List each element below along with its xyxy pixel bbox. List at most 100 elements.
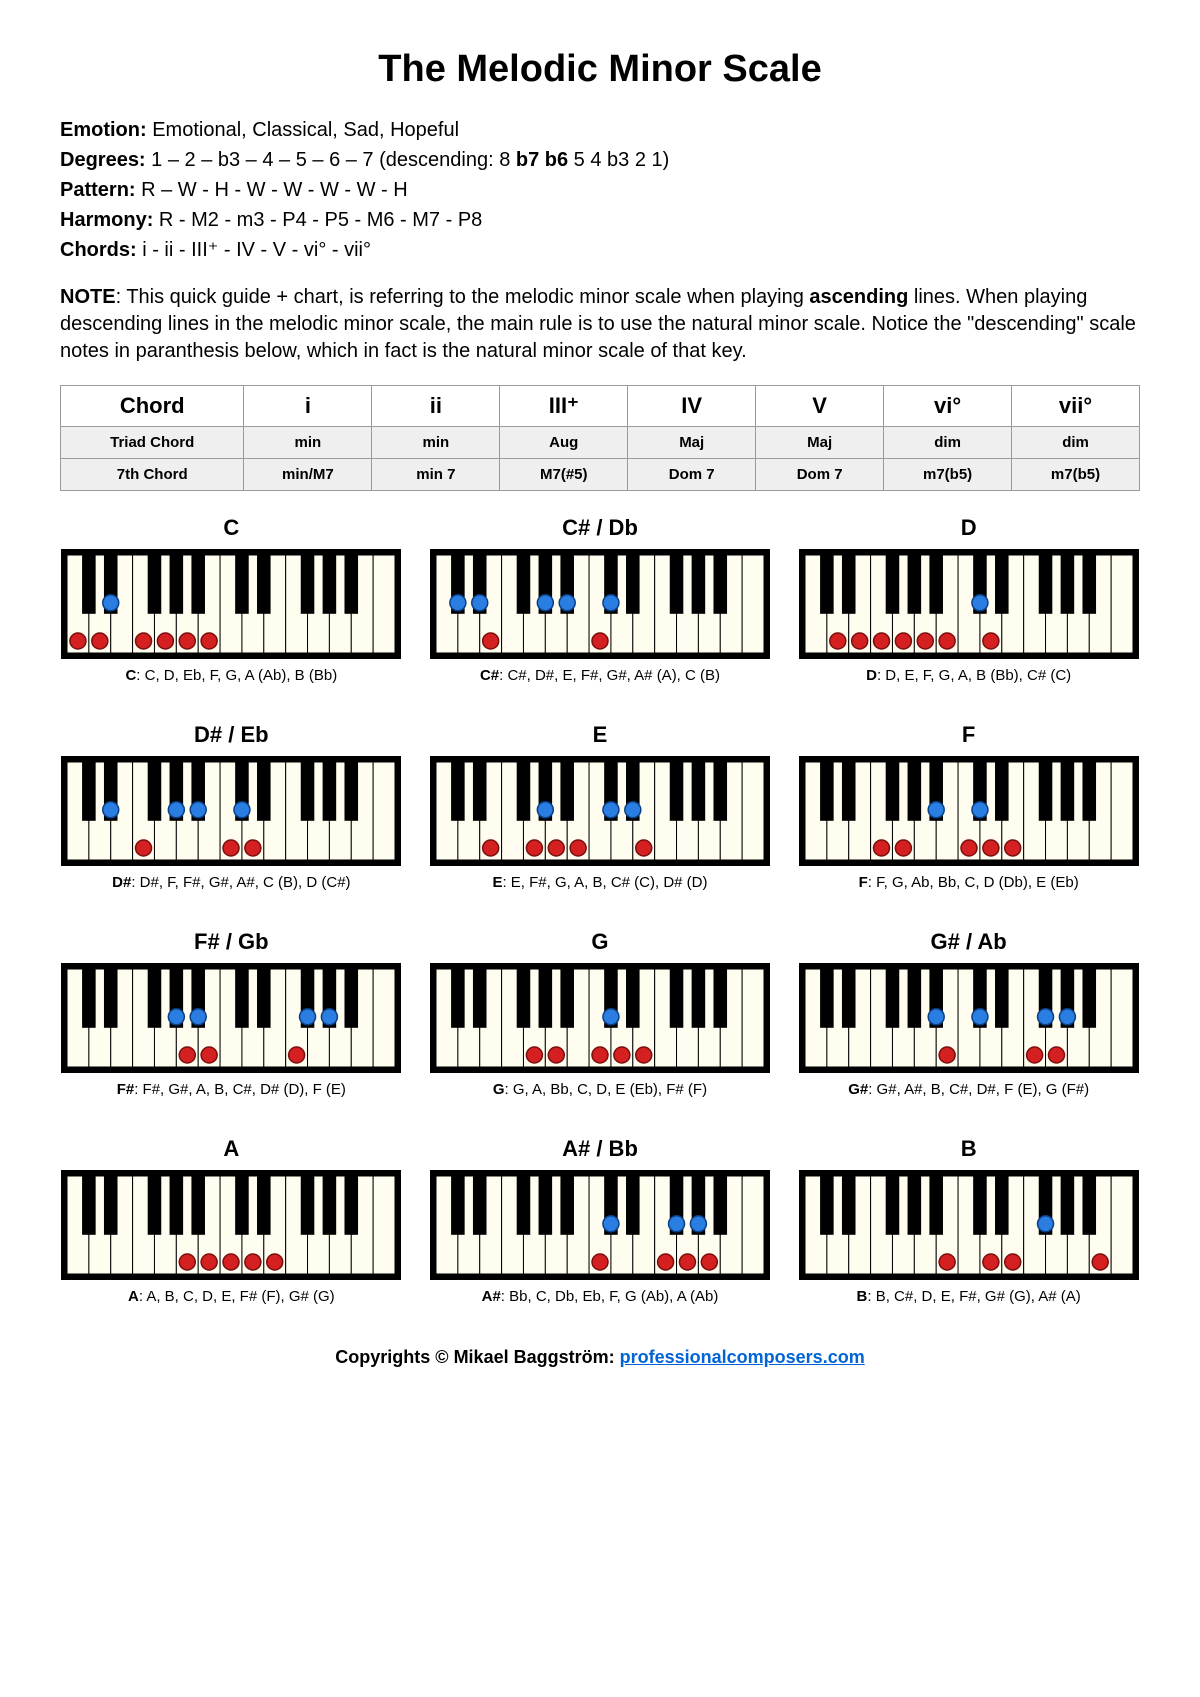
table-cell: m7(b5) bbox=[884, 459, 1012, 491]
table-cell: Triad Chord bbox=[61, 427, 244, 459]
keyboard-icon bbox=[61, 963, 401, 1073]
keyboard bbox=[429, 1170, 772, 1280]
scale-cell: F F: F, G, Ab, Bb, C, D (Db), E (Eb) bbox=[797, 708, 1140, 903]
table-header: IV bbox=[628, 386, 756, 427]
footer: Copyrights © Mikael Baggström: professio… bbox=[60, 1347, 1140, 1368]
table-cell: Maj bbox=[756, 427, 884, 459]
attr-label: Chords: bbox=[60, 239, 142, 261]
keyboard-icon bbox=[430, 756, 770, 866]
table-header: vi° bbox=[884, 386, 1012, 427]
keyboard bbox=[429, 756, 772, 866]
scale-cell: GG: G, A, Bb, C, D, E (Eb), F# (F) bbox=[429, 915, 772, 1110]
keyboard bbox=[60, 549, 403, 659]
table-cell: min 7 bbox=[372, 459, 500, 491]
keyboard bbox=[429, 963, 772, 1073]
scale-cell: F# / Gb F#: F#, G#, A, B, C#, D# (D), F (… bbox=[60, 915, 403, 1110]
table-cell: M7(#5) bbox=[500, 459, 628, 491]
attr-label: Degrees: bbox=[60, 149, 151, 171]
table-cell: Dom 7 bbox=[756, 459, 884, 491]
scale-notes: C: C, D, Eb, F, G, A (Ab), B (Bb) bbox=[60, 667, 403, 684]
keyboard-icon bbox=[799, 963, 1139, 1073]
scale-notes: F: F, G, Ab, Bb, C, D (Db), E (Eb) bbox=[797, 874, 1140, 891]
keyboard-icon bbox=[61, 756, 401, 866]
table-cell: Aug bbox=[500, 427, 628, 459]
attr-chords: Chords: i - ii - III⁺ - IV - V - vi° - v… bbox=[60, 237, 1140, 264]
chord-table: ChordiiiIII⁺IVVvi°vii° Triad Chordminmin… bbox=[60, 385, 1140, 491]
table-cell: min bbox=[372, 427, 500, 459]
scale-notes: A#: Bb, C, Db, Eb, F, G (Ab), A (Ab) bbox=[429, 1288, 772, 1305]
keyboard bbox=[797, 549, 1140, 659]
scale-cell: G# / Ab G#: G#, A#, B, C#, D#, F (E), G (… bbox=[797, 915, 1140, 1110]
keyboard bbox=[60, 756, 403, 866]
keyboard-icon bbox=[61, 1170, 401, 1280]
attr-value: R - M2 - m3 - P4 - P5 - M6 - M7 - P8 bbox=[159, 209, 482, 231]
scale-title: C# / Db bbox=[429, 515, 772, 541]
scale-notes: A: A, B, C, D, E, F# (F), G# (G) bbox=[60, 1288, 403, 1305]
table-header: i bbox=[244, 386, 372, 427]
attr-label: Pattern: bbox=[60, 179, 141, 201]
keyboard-icon bbox=[430, 549, 770, 659]
scale-cell: CC: C, D, Eb, F, G, A (Ab), B (Bb) bbox=[60, 501, 403, 696]
keyboard-icon bbox=[799, 756, 1139, 866]
scale-cell: BB: B, C#, D, E, F#, G# (G), A# (A) bbox=[797, 1122, 1140, 1317]
keyboard-icon bbox=[430, 963, 770, 1073]
attribute-list: Emotion: Emotional, Classical, Sad, Hope… bbox=[60, 117, 1140, 264]
keyboard bbox=[797, 1170, 1140, 1280]
table-cell: dim bbox=[1012, 427, 1140, 459]
note-text: NOTE: This quick guide + chart, is refer… bbox=[60, 284, 1140, 365]
attr-label: Emotion: bbox=[60, 119, 152, 141]
scale-cell: D D: D, E, F, G, A, B (Bb), C# (C) bbox=[797, 501, 1140, 696]
table-header: Chord bbox=[61, 386, 244, 427]
table-cell: dim bbox=[884, 427, 1012, 459]
table-row: Triad ChordminminAugMajMajdimdim bbox=[61, 427, 1140, 459]
keyboard bbox=[797, 756, 1140, 866]
scale-cell: D# / Eb D#: D#, F, F#, G#, A#, C (B), D (… bbox=[60, 708, 403, 903]
table-cell: Maj bbox=[628, 427, 756, 459]
keyboard bbox=[429, 549, 772, 659]
scale-title: G bbox=[429, 929, 772, 955]
scale-title: D bbox=[797, 515, 1140, 541]
scale-cell: A# / Bb A#: Bb, C, Db, Eb, F, G (Ab), A (… bbox=[429, 1122, 772, 1317]
scale-title: E bbox=[429, 722, 772, 748]
attr-value: Emotional, Classical, Sad, Hopeful bbox=[152, 119, 459, 141]
attr-pattern: Pattern: R – W - H - W - W - W - W - H bbox=[60, 177, 1140, 204]
scale-notes: D: D, E, F, G, A, B (Bb), C# (C) bbox=[797, 667, 1140, 684]
keyboard-grid: CC: C, D, Eb, F, G, A (Ab), B (Bb)C# / D… bbox=[60, 501, 1140, 1317]
keyboard-icon bbox=[799, 1170, 1139, 1280]
table-cell: Dom 7 bbox=[628, 459, 756, 491]
keyboard-icon bbox=[61, 549, 401, 659]
scale-title: F bbox=[797, 722, 1140, 748]
scale-notes: B: B, C#, D, E, F#, G# (G), A# (A) bbox=[797, 1288, 1140, 1305]
attr-degrees: Degrees: 1 – 2 – b3 – 4 – 5 – 6 – 7 (des… bbox=[60, 147, 1140, 174]
scale-notes: F#: F#, G#, A, B, C#, D# (D), F (E) bbox=[60, 1081, 403, 1098]
scale-notes: E: E, F#, G, A, B, C# (C), D# (D) bbox=[429, 874, 772, 891]
table-header: V bbox=[756, 386, 884, 427]
keyboard-icon bbox=[430, 1170, 770, 1280]
scale-title: A# / Bb bbox=[429, 1136, 772, 1162]
attr-value: 1 – 2 – b3 – 4 – 5 – 6 – 7 (descending: … bbox=[151, 149, 669, 171]
scale-cell: E E: E, F#, G, A, B, C# (C), D# (D) bbox=[429, 708, 772, 903]
scale-title: F# / Gb bbox=[60, 929, 403, 955]
scale-title: D# / Eb bbox=[60, 722, 403, 748]
page-title: The Melodic Minor Scale bbox=[60, 48, 1140, 91]
keyboard-icon bbox=[799, 549, 1139, 659]
attr-emotion: Emotion: Emotional, Classical, Sad, Hope… bbox=[60, 117, 1140, 144]
table-cell: min bbox=[244, 427, 372, 459]
table-header: ii bbox=[372, 386, 500, 427]
table-row: 7th Chordmin/M7min 7M7(#5)Dom 7Dom 7m7(b… bbox=[61, 459, 1140, 491]
table-cell: m7(b5) bbox=[1012, 459, 1140, 491]
table-header: III⁺ bbox=[500, 386, 628, 427]
scale-cell: C# / Db C#: C#, D#, E, F#, G#, A# (A), C … bbox=[429, 501, 772, 696]
scale-notes: D#: D#, F, F#, G#, A#, C (B), D (C#) bbox=[60, 874, 403, 891]
attr-value: i - ii - III⁺ - IV - V - vi° - vii° bbox=[142, 239, 371, 261]
attr-label: Harmony: bbox=[60, 209, 159, 231]
scale-cell: AA: A, B, C, D, E, F# (F), G# (G) bbox=[60, 1122, 403, 1317]
attr-value: R – W - H - W - W - W - W - H bbox=[141, 179, 408, 201]
scale-title: G# / Ab bbox=[797, 929, 1140, 955]
footer-link[interactable]: professionalcomposers.com bbox=[620, 1347, 865, 1367]
scale-notes: C#: C#, D#, E, F#, G#, A# (A), C (B) bbox=[429, 667, 772, 684]
scale-notes: G#: G#, A#, B, C#, D#, F (E), G (F#) bbox=[797, 1081, 1140, 1098]
copyright-label: Copyrights © Mikael Baggström: bbox=[335, 1347, 614, 1367]
keyboard bbox=[797, 963, 1140, 1073]
keyboard bbox=[60, 963, 403, 1073]
